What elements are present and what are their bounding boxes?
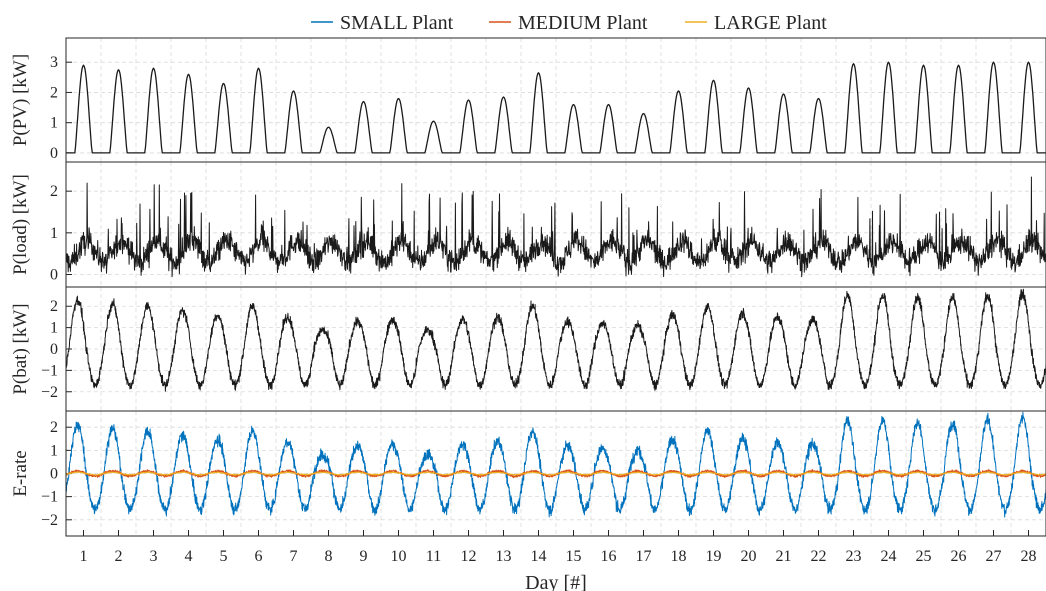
panels: 0 1 2 3 P(PV) [kW] 0 1 2 P(load) [kW] −2 −1 0 1 2 P(ba… (10, 37, 1046, 537)
panel-erate: −2 −1 0 1 2 E-rate (10, 410, 1046, 537)
y-axis-label-bat: P(bat) [kW] (10, 303, 31, 394)
y-tick-label: −1 (41, 489, 58, 506)
x-tick-label: 10 (391, 548, 407, 565)
x-tick-label: 28 (1021, 548, 1037, 565)
x-tick-label: 19 (706, 548, 722, 565)
y-tick-label: −2 (41, 512, 58, 529)
y-tick-label: 1 (50, 225, 58, 242)
y-tick-label: 2 (50, 298, 58, 315)
x-tick-label: 4 (185, 548, 193, 565)
panel-bat: −2 −1 0 1 2 P(bat) [kW] (10, 286, 1046, 412)
x-tick-label: 1 (80, 548, 88, 565)
x-tick-label: 20 (741, 548, 757, 565)
x-tick-label: 27 (986, 548, 1002, 565)
legend-label-small: SMALL Plant (340, 12, 454, 34)
x-tick-label: 22 (811, 548, 827, 565)
x-tick-label: 2 (115, 548, 123, 565)
y-tick-label: 2 (50, 183, 58, 200)
x-tick-label: 26 (951, 548, 967, 565)
y-tick-label: 1 (50, 115, 58, 132)
x-tick-label: 5 (220, 548, 228, 565)
y-tick-label: 1 (50, 442, 58, 459)
series-small-plant (66, 411, 1046, 518)
y-tick-label: 1 (50, 320, 58, 337)
x-tick-label: 24 (881, 548, 897, 565)
legend: SMALL Plant MEDIUM Plant LARGE Plant (311, 12, 827, 34)
y-tick-label: −1 (41, 362, 58, 379)
y-tick-label: 0 (50, 341, 58, 358)
x-tick-label: 3 (150, 548, 158, 565)
x-tick-label: 6 (255, 548, 263, 565)
y-tick-label: −2 (41, 384, 58, 401)
x-tick-label: 7 (290, 548, 298, 565)
legend-label-large: LARGE Plant (714, 12, 827, 34)
x-tick-label: 25 (916, 548, 932, 565)
x-tick-label: 21 (776, 548, 792, 565)
x-tick-label: 9 (360, 548, 368, 565)
x-tick-label: 23 (846, 548, 862, 565)
y-axis-label-pv: P(PV) [kW] (10, 54, 31, 146)
y-tick-label: 2 (50, 419, 58, 436)
y-tick-label: 0 (50, 466, 58, 483)
x-axis: 1 2 3 4 5 6 7 8 9 10 11 12 13 14 15 16 17 18 19 20 21 22 23 24 2… (80, 530, 1037, 565)
x-tick-label: 13 (496, 548, 512, 565)
series-line (66, 288, 1046, 392)
y-tick-label: 3 (50, 54, 58, 71)
x-tick-label: 14 (531, 548, 547, 565)
series-large-plant (66, 471, 1046, 476)
x-tick-label: 17 (636, 548, 652, 565)
series-line (66, 176, 1046, 278)
series-line (66, 61, 1046, 154)
x-tick-label: 16 (601, 548, 617, 565)
x-tick-label: 12 (461, 548, 477, 565)
x-tick-label: 18 (671, 548, 687, 565)
axes-box (65, 410, 1046, 537)
plot-area (66, 38, 1046, 162)
x-tick-label: 15 (566, 548, 582, 565)
y-tick-label: 2 (50, 84, 58, 101)
y-axis-label-load: P(load) [kW] (10, 174, 31, 275)
x-tick-label: 8 (325, 548, 333, 565)
series-medium-plant (66, 468, 1046, 479)
y-tick-label: 0 (50, 267, 58, 284)
y-axis-label-erate: E-rate (10, 450, 31, 496)
panel-load: 0 1 2 P(load) [kW] (10, 161, 1046, 288)
x-tick-label: 11 (426, 548, 441, 565)
panel-pv: 0 1 2 3 P(PV) [kW] (10, 37, 1046, 163)
x-axis-label: Day [#] (525, 572, 587, 591)
legend-label-medium: MEDIUM Plant (518, 12, 648, 34)
y-tick-label: 0 (50, 145, 58, 162)
